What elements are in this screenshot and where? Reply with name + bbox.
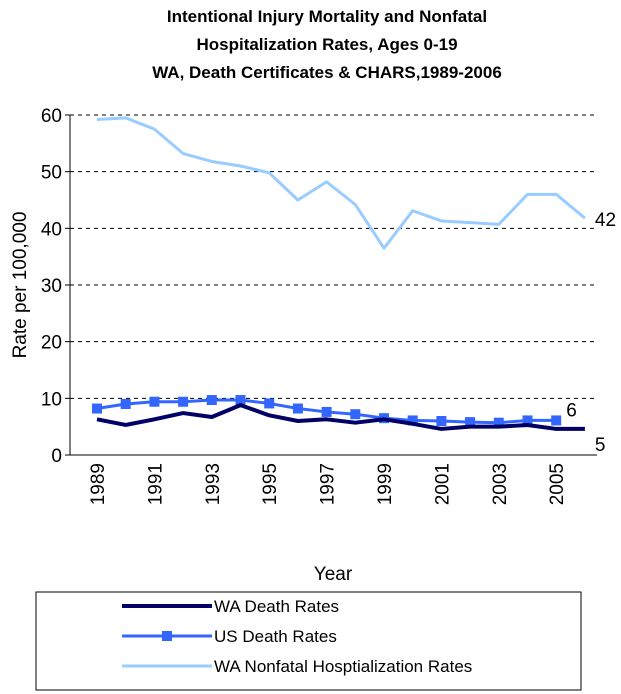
x-tick-label: 1989 [88, 463, 109, 505]
y-tick-label: 20 [41, 333, 62, 354]
legend-label: WA Death Rates [214, 597, 339, 616]
series-marker [436, 416, 447, 426]
series-marker [350, 409, 361, 420]
annotation: 5 [595, 435, 606, 456]
series-marker [264, 398, 275, 409]
series-marker [292, 403, 303, 414]
series-marker [92, 403, 102, 414]
x-tick-label: 2003 [490, 463, 511, 505]
series-marker [551, 415, 562, 426]
series-marker [493, 417, 504, 428]
chart-title: Hospitalization Rates, Ages 0-19 [196, 35, 457, 54]
series-marker [321, 406, 332, 417]
legend-box [35, 591, 582, 691]
annotation: 42 [595, 210, 616, 231]
y-tick-label: 0 [51, 446, 62, 467]
x-axis-label: Year [314, 564, 353, 585]
series-marker [149, 396, 160, 407]
series-marker [120, 399, 131, 409]
legend-label: WA Nonfatal Hosptialization Rates [214, 657, 472, 676]
series-line [96, 403, 585, 431]
y-tick-label: 50 [41, 163, 62, 184]
x-tick-label: 2005 [547, 463, 568, 505]
legend-label: US Death Rates [214, 627, 337, 646]
y-tick-label: 30 [41, 276, 62, 297]
series-marker [522, 415, 533, 426]
y-tick-label: 60 [41, 106, 62, 127]
x-tick-label: 1991 [145, 463, 166, 505]
series-marker [206, 395, 217, 406]
series-line [96, 116, 586, 250]
y-axis-label: Rate per 100,000 [10, 212, 31, 359]
x-tick-label: 1993 [203, 463, 224, 505]
y-tick-label: 40 [41, 219, 62, 240]
x-tick-label: 1995 [260, 463, 281, 505]
legend-marker [162, 631, 172, 641]
y-tick-label: 10 [41, 389, 62, 410]
annotation: 6 [566, 400, 577, 421]
x-tick-label: 1999 [375, 463, 396, 505]
series-marker [235, 395, 246, 406]
chart-title: WA, Death Certificates & CHARS,1989-2006 [152, 63, 502, 82]
series-marker [407, 415, 418, 426]
series-marker [178, 396, 189, 407]
x-tick-label: 2001 [432, 463, 453, 505]
series-marker [465, 417, 476, 428]
x-tick-label: 1997 [318, 463, 339, 505]
chart-title: Intentional Injury Mortality and Nonfata… [167, 7, 487, 26]
